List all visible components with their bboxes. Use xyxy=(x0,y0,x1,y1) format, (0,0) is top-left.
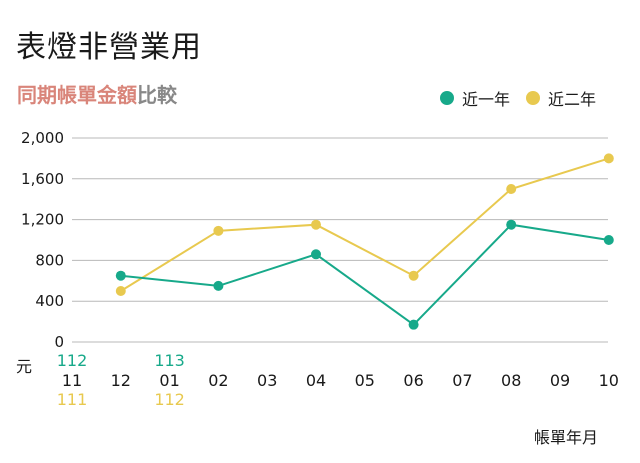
x-tick-label: 01 xyxy=(159,371,179,390)
data-point-prior xyxy=(408,270,419,281)
data-point-recent xyxy=(603,235,614,245)
y-tick-label: 2,000 xyxy=(21,129,64,147)
page-title: 表燈非營業用 xyxy=(16,30,202,65)
series-line-prior xyxy=(120,157,610,292)
y-tick-label: 1,600 xyxy=(21,170,64,188)
x-tick-label: 09 xyxy=(550,371,570,390)
year-label-prior: 111 xyxy=(57,390,88,409)
data-point-prior xyxy=(506,184,517,194)
x-tick-label: 07 xyxy=(452,371,472,390)
legend-item-recent[interactable]: 近一年 xyxy=(440,86,510,110)
data-point-recent xyxy=(311,249,321,260)
chart-subtitle: 同期帳單金額比較 xyxy=(17,79,177,108)
legend-label-prior: 近二年 xyxy=(548,90,597,109)
x-tick-label: 04 xyxy=(306,371,326,390)
subtitle-accent: 同期帳單金額 xyxy=(17,83,137,107)
chart-legend: 近一年 近二年 xyxy=(440,86,612,110)
y-axis-label: 元 xyxy=(16,357,32,376)
x-tick-label: 10 xyxy=(599,371,619,390)
data-point-recent xyxy=(115,270,126,281)
y-tick-label: 1,200 xyxy=(21,211,64,229)
legend-dot-recent xyxy=(440,91,454,105)
x-tick-label: 06 xyxy=(403,371,423,390)
x-tick-label: 02 xyxy=(208,371,228,390)
x-axis-label: 帳單年月 xyxy=(534,428,598,447)
legend-item-prior[interactable]: 近二年 xyxy=(526,86,596,110)
year-label-prior: 112 xyxy=(154,390,185,409)
y-tick-label: 800 xyxy=(35,251,64,269)
data-point-prior xyxy=(115,286,126,296)
data-point-recent xyxy=(213,280,224,291)
legend-dot-prior xyxy=(526,91,541,105)
data-point-prior xyxy=(603,153,614,164)
legend-label-recent: 近一年 xyxy=(462,90,511,109)
x-tick-label: 08 xyxy=(501,371,521,390)
x-tick-label: 12 xyxy=(111,371,131,390)
data-point-recent xyxy=(506,219,517,230)
y-tick-label: 400 xyxy=(35,292,64,310)
x-tick-label: 03 xyxy=(257,371,277,390)
data-point-prior xyxy=(213,225,224,236)
x-tick-label: 05 xyxy=(355,371,375,390)
series-line-recent xyxy=(120,223,609,326)
data-point-recent xyxy=(408,319,419,330)
x-tick-label: 11 xyxy=(62,371,82,390)
year-label-recent: 112 xyxy=(57,351,88,370)
subtitle-rest: 比較 xyxy=(137,83,177,107)
y-tick-label: 0 xyxy=(54,333,64,351)
data-point-prior xyxy=(311,219,321,230)
year-label-recent: 113 xyxy=(154,351,185,370)
